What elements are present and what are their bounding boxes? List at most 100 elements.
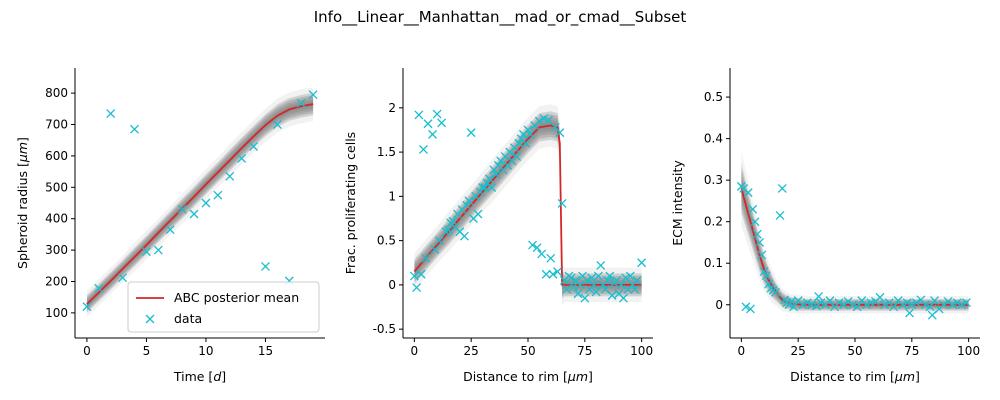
data-point [414, 110, 424, 120]
x-axis-label: Distance to rim [μm] [463, 369, 593, 384]
data-point [957, 300, 967, 310]
data-point [448, 216, 458, 226]
legend-mean-label: ABC posterior mean [174, 290, 299, 305]
data-point [528, 240, 538, 250]
x-tick-label: 25 [464, 344, 479, 358]
data-point [580, 293, 590, 303]
data-point [902, 298, 912, 308]
data-point [961, 298, 971, 308]
data-point [764, 279, 774, 289]
y-tick-label: 0.2 [704, 215, 723, 229]
data-point [177, 204, 187, 214]
data-point [213, 190, 223, 200]
data-point [539, 113, 549, 123]
data-point [789, 302, 799, 312]
plot-area [736, 151, 971, 320]
data-point [880, 300, 890, 310]
y-tick-label: 100 [45, 306, 68, 320]
data-point [770, 287, 780, 297]
data-point [745, 304, 755, 314]
data-point [534, 116, 544, 126]
data-point [907, 300, 917, 310]
data-point [573, 289, 583, 299]
data-point [249, 142, 259, 151]
data-point [616, 280, 626, 290]
data-point [523, 125, 533, 135]
data-point [153, 245, 163, 255]
data-point [905, 308, 915, 318]
y-tick-label: 300 [45, 243, 68, 257]
posterior-mean-line [86, 103, 314, 305]
y-tick-label: 0.3 [704, 173, 723, 187]
data-point [462, 200, 472, 210]
x-tick-label: 25 [791, 344, 806, 358]
data-point [521, 138, 531, 148]
y-tick-label: 0.5 [377, 234, 396, 248]
data-point [189, 209, 199, 219]
data-point [525, 129, 535, 139]
data-point [459, 231, 469, 241]
x-tick-label: 10 [198, 344, 213, 358]
data-point [466, 128, 476, 138]
x-tick-label: 50 [520, 344, 535, 358]
x-tick-label: 100 [957, 344, 980, 358]
figure-suptitle: Info__Linear__Manhattan__mad_or_cmad__Su… [314, 8, 687, 27]
data-point [750, 217, 760, 227]
data-point [834, 298, 844, 308]
data-point [201, 198, 211, 208]
data-point [141, 247, 151, 257]
data-point [416, 269, 426, 279]
data-point [952, 298, 962, 308]
data-point [308, 90, 318, 100]
data-point [621, 273, 631, 283]
data-point [464, 196, 474, 206]
data-point [875, 292, 885, 302]
x-axis-label: Distance to rim [μm] [790, 369, 920, 384]
data-point [925, 302, 935, 312]
data-point [484, 174, 494, 184]
data-point [748, 204, 758, 214]
data-point [939, 300, 949, 310]
y-tick-label: 600 [45, 149, 68, 163]
y-tick-label: -0.5 [373, 322, 396, 336]
plot-area [82, 87, 318, 318]
data-point [898, 300, 908, 310]
data-point [428, 129, 438, 139]
data-point [514, 138, 524, 148]
data-point [434, 236, 444, 246]
data-point [911, 298, 921, 308]
data-point [532, 243, 542, 253]
data-point [473, 209, 483, 219]
y-axis-label: Spheroid radius [μm] [15, 137, 30, 269]
radius-panel: 0 5 10 15 100 200 300 400 500 600 700 800 Time [d] Sp… [15, 68, 325, 384]
proliferation-panel: 0 25 50 75 100 -0.5 0 0.5 1 1.5 2 Distance to rim [… [343, 68, 653, 384]
data-point [566, 273, 576, 283]
y-tick-label: 0 [715, 298, 723, 312]
data-point [593, 271, 603, 281]
data-point [637, 258, 647, 268]
x-tick-label: 75 [904, 344, 919, 358]
data-point [605, 271, 615, 281]
data-point [568, 282, 578, 292]
data-point [237, 153, 247, 163]
y-axis-label: Frac. proliferating cells [343, 132, 358, 274]
posterior-halo [741, 151, 969, 314]
data-point [632, 275, 642, 285]
legend: ABC posterior mean data [127, 281, 320, 333]
y-tick-label: 0 [388, 278, 396, 292]
data-point [82, 302, 92, 312]
data-point [811, 301, 821, 311]
data-point [920, 300, 930, 310]
y-tick-label: 700 [45, 118, 68, 132]
y-tick-label: 1.5 [377, 145, 396, 159]
data-point [130, 124, 139, 134]
x-tick-label: 0 [83, 344, 91, 358]
data-point [296, 98, 306, 108]
data-point [430, 245, 440, 254]
data-point [889, 302, 899, 312]
data-point [225, 171, 235, 181]
data-point [261, 261, 270, 271]
data-point [798, 300, 808, 310]
data-point [432, 109, 442, 119]
